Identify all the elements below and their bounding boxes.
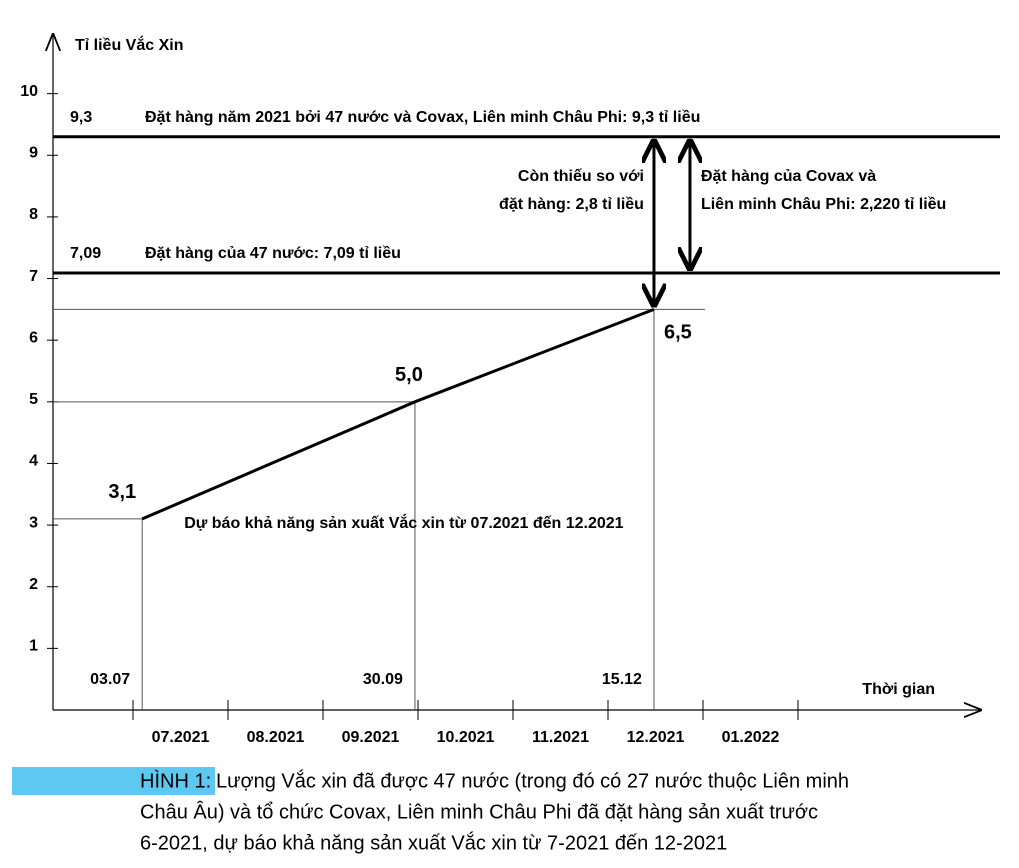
reference-value-label: 7,09 (70, 245, 101, 262)
arrow-label: Còn thiếu so với (518, 168, 644, 185)
y-tick-label: 8 (29, 206, 38, 223)
arrow-label: Đặt hàng của Covax và (701, 168, 876, 185)
x-tick-label: 01.2022 (722, 729, 780, 746)
x-tick-label: 07.2021 (152, 729, 210, 746)
y-tick-label: 6 (29, 329, 38, 346)
y-tick-label: 7 (29, 268, 38, 285)
y-tick-label: 4 (29, 453, 38, 470)
arrow-label: Liên minh Châu Phi: 2,220 tỉ liều (701, 196, 946, 213)
x-point-label: 03.07 (90, 671, 130, 688)
y-tick-label: 9 (29, 144, 38, 161)
reference-value-label: 9,3 (70, 109, 92, 126)
x-tick-label: 10.2021 (437, 729, 495, 746)
caption-highlight (12, 767, 215, 795)
x-tick-label: 12.2021 (627, 729, 685, 746)
series-line (141, 307, 655, 521)
x-point-label: 30.09 (363, 671, 403, 688)
value-label: 6,5 (664, 322, 692, 344)
arrow-label: đặt hàng: 2,8 tỉ liều (499, 196, 644, 213)
x-tick-label: 08.2021 (247, 729, 305, 746)
y-tick-label: 1 (29, 638, 38, 655)
reference-label: Đặt hàng năm 2021 bởi 47 nước và Covax, … (145, 109, 700, 126)
series-name: Dự báo khả năng sản xuất Vắc xin từ 07.2… (184, 513, 623, 532)
y-tick-label: 3 (29, 514, 38, 531)
x-axis-label: Thời gian (862, 681, 935, 698)
caption-line: Châu Âu) và tổ chức Covax, Liên minh Châ… (140, 800, 818, 823)
y-axis-label: Tỉ liều Vắc Xin (75, 35, 183, 54)
y-tick-label: 5 (29, 391, 38, 408)
caption-line: 6-2021, dự báo khả năng sản xuất Vắc xin… (140, 831, 727, 854)
x-tick-label: 11.2021 (532, 729, 589, 746)
y-tick-label: 10 (20, 83, 38, 100)
caption-line: Lượng Vắc xin đã được 47 nước (trong đó … (216, 769, 849, 792)
x-tick-label: 09.2021 (342, 729, 400, 746)
x-point-label: 15.12 (602, 671, 642, 688)
value-label: 3,1 (108, 481, 136, 503)
caption-label: HÌNH 1: (140, 769, 211, 792)
y-tick-label: 2 (29, 576, 38, 593)
reference-label: Đặt hàng của 47 nước: 7,09 tỉ liều (145, 245, 401, 262)
value-label: 5,0 (395, 364, 423, 386)
